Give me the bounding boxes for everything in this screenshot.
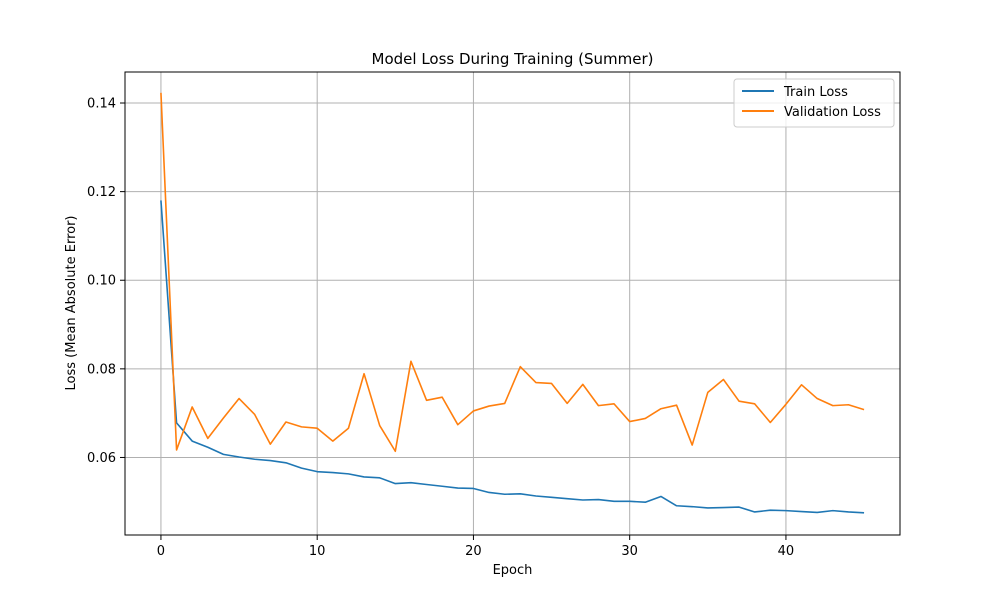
y-tick-label: 0.08: [87, 362, 116, 377]
y-axis-label: Loss (Mean Absolute Error): [64, 216, 79, 391]
axis-ticks: 0 10 20 30 40 0.06 0.08 0.10 0.12 0.14: [87, 97, 794, 559]
x-tick-label: 30: [621, 544, 638, 559]
y-tick-label: 0.12: [87, 185, 116, 200]
x-tick-label: 20: [465, 544, 482, 559]
legend-label-validation-loss: Validation Loss: [784, 105, 881, 120]
y-tick-label: 0.14: [87, 97, 116, 112]
series-lines: [160, 92, 865, 514]
y-tick-label: 0.06: [87, 451, 116, 466]
x-axis-label: Epoch: [493, 563, 533, 578]
x-tick-label: 10: [309, 544, 326, 559]
plot-area-frame: [124, 71, 901, 536]
legend: Train Loss Validation Loss: [733, 78, 895, 128]
x-tick-label: 40: [778, 544, 795, 559]
series-line-train-loss: [160, 200, 865, 514]
legend-label-train-loss: Train Loss: [783, 85, 848, 100]
chart-title: Model Loss During Training (Summer): [372, 50, 654, 68]
y-tick-label: 0.10: [87, 274, 116, 289]
series-line-validation-loss: [160, 92, 865, 453]
x-tick-label: 0: [157, 544, 165, 559]
